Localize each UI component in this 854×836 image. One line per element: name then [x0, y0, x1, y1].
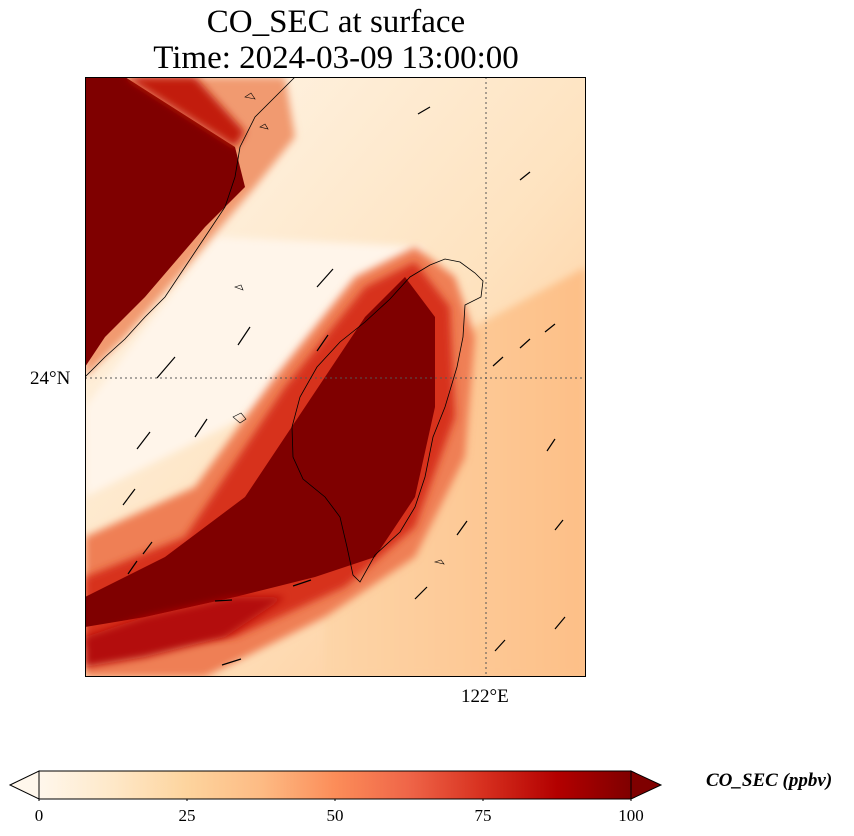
map-title-line1: CO_SEC at surface	[206, 4, 466, 40]
lat-tick-label: 24°N	[30, 368, 71, 389]
colorbar-tick-0: 0	[34, 806, 44, 825]
plume-northwest-core	[85, 77, 245, 367]
colorbar	[8, 770, 663, 801]
colorbar-label: CO_SEC (ppbv)	[706, 770, 833, 791]
coastline-taiwan	[291, 258, 484, 583]
colorbar-tick-50: 50	[326, 806, 344, 825]
coastline-islands	[232, 92, 445, 565]
colorbar-tick-75: 75	[474, 806, 492, 825]
colorbar-extend-high	[630, 770, 663, 800]
map-title-line2: Time: 2024-03-09 13:00:00	[153, 40, 519, 76]
colorbar-tick-25: 25	[178, 806, 196, 825]
plume-south-core	[85, 277, 435, 627]
colorbar-gradient	[38, 770, 632, 800]
lon-tick-label: 122°E	[461, 686, 509, 707]
wind-vectors	[122, 106, 566, 666]
colorbar-tick-100: 100	[618, 806, 644, 825]
plume-northwest-edge	[125, 77, 245, 147]
map-plot-area	[85, 77, 586, 677]
coastline-mainland	[85, 77, 296, 378]
colorbar-extend-low	[8, 770, 40, 800]
plume-south-tail	[85, 597, 285, 667]
